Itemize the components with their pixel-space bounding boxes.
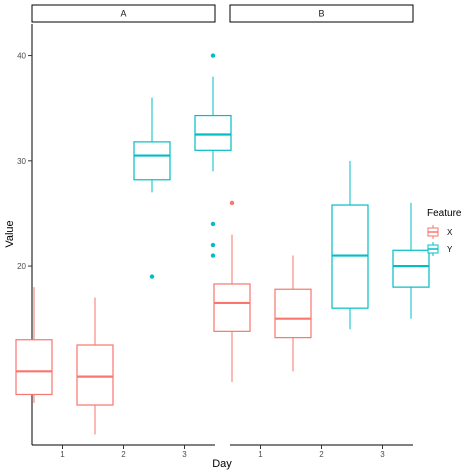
outlier-point: [210, 53, 216, 58]
x-tick-label: 2: [121, 450, 126, 459]
x-tick-label: 3: [182, 450, 187, 459]
box-iqr: [274, 288, 312, 339]
legend-title: Feature: [427, 208, 462, 219]
legend-entry-y: Y: [427, 242, 453, 256]
outlier-point: [149, 274, 155, 279]
legend-label: Y: [447, 245, 453, 254]
facet-label-a: A: [120, 9, 126, 19]
facet-strip-b: B: [229, 4, 414, 23]
box-a-day1-x: [15, 287, 53, 403]
box-iqr: [392, 249, 430, 288]
outlier-point: [210, 221, 216, 227]
legend-label: X: [447, 228, 453, 237]
outlier-point: [229, 200, 235, 206]
box-a-day3-y: [194, 53, 232, 258]
box-b-day2-y: [331, 160, 369, 330]
y-tick-label: 20: [17, 262, 26, 271]
box-b-day2-x: [274, 255, 312, 372]
box-iqr: [213, 283, 251, 332]
boxes: [15, 53, 430, 435]
box-iqr: [15, 339, 53, 396]
box-iqr: [133, 141, 171, 181]
y-tick-label: 30: [17, 157, 26, 166]
x-tick-label: 1: [258, 450, 263, 459]
box-iqr: [76, 344, 114, 406]
x-tick-label: 2: [319, 450, 324, 459]
box-b-day3-y: [392, 202, 430, 319]
box-iqr: [194, 114, 232, 151]
box-a-day2-x: [76, 297, 114, 435]
x-tick-label: 1: [60, 450, 65, 459]
y-tick-label: 40: [17, 52, 26, 61]
x-tick-label: 3: [380, 450, 385, 459]
y-axis-title: Value: [4, 220, 16, 247]
legend-entry-x: X: [427, 225, 453, 239]
outlier-point: [210, 242, 216, 248]
box-b-day1-x: [213, 200, 251, 382]
x-axis-title: Day: [212, 458, 232, 470]
x-axis-ticks: 1 2 3 1 2 3: [60, 445, 385, 459]
facet-strip-a: A: [31, 4, 216, 23]
box-a-day2-y: [133, 97, 171, 279]
legend: Feature XY: [427, 208, 462, 256]
outlier-point: [210, 253, 216, 258]
facet-label-b: B: [318, 9, 324, 19]
